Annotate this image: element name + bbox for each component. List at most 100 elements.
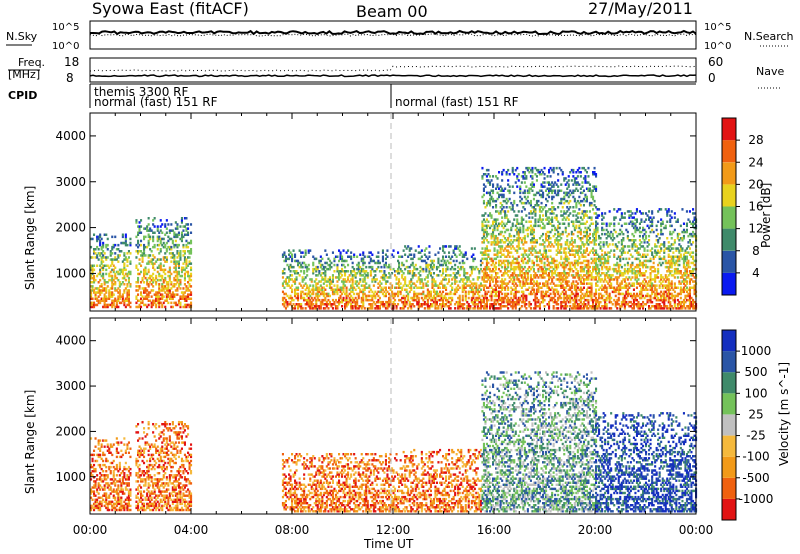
echo-cell [454,245,457,248]
echo-cell [508,206,511,209]
echo-cell [359,253,362,256]
echo-cell [576,307,579,310]
echo-cell [511,206,514,209]
echo-cell [523,241,526,244]
echo-cell [505,249,508,252]
echo-cell [303,292,306,296]
echo-cell [179,254,182,257]
echo-cell [190,291,193,294]
echo-cell [504,212,507,215]
echo-cell [316,286,319,289]
echo-cell [495,303,498,306]
echo-cell [115,258,118,261]
echo-cell [567,245,570,248]
echo-cell [153,231,156,234]
echo-cell [595,292,598,296]
echo-cell [540,292,543,296]
echo-cell [288,278,291,281]
echo-cell [587,303,590,306]
echo-cell [386,276,389,279]
echo-cell [96,299,99,302]
echo-cell [513,257,516,261]
echo-cell [176,233,179,236]
echo-cell [531,288,534,291]
echo-cell [118,281,121,284]
echo-cell [182,266,185,269]
echo-cell [573,210,576,213]
echo-cell [120,270,123,274]
echo-cell [599,292,602,296]
echo-cell [155,291,158,294]
echo-cell [531,237,534,240]
echo-cell [595,288,598,291]
echo-cell [561,218,564,221]
echo-cell [607,270,610,273]
echo-cell [601,305,604,308]
nsky-tick-right-top: 10^5 [704,22,731,33]
echo-cell [532,241,535,244]
echo-cell [167,287,170,290]
echo-cell [108,274,111,278]
echo-cell [109,278,112,282]
echo-cell [345,300,348,304]
echo-cell [143,245,146,249]
echo-cell [622,247,625,250]
echo-cell [504,278,507,281]
echo-cell [284,257,287,261]
echo-cell [564,292,567,296]
echo-cell [496,255,499,258]
echo-cell [537,286,540,289]
echo-cell [162,237,165,241]
echo-cell [501,282,504,285]
echo-cell [156,239,159,243]
echo-cell [528,201,531,205]
echo-cell [587,239,590,242]
echo-cell [614,276,617,279]
echo-cell [566,272,569,275]
echo-cell [348,300,351,304]
echo-cell [159,274,162,278]
echo-cell [557,241,560,244]
echo-cell [542,171,545,174]
echo-cell [496,300,499,304]
echo-cell [469,290,472,294]
echo-cell [94,291,97,294]
echo-cell [156,237,159,241]
echo-cell [549,189,552,192]
echo-cell [149,274,152,278]
echo-cell [499,239,502,242]
echo-cell [371,305,374,308]
echo-cell [158,299,161,302]
echo-cell [411,303,414,306]
echo-cell [174,301,177,305]
echo-cell [362,288,365,291]
echo-cell [455,245,458,248]
echo-cell [493,303,496,306]
echo-cell [469,286,472,289]
echo-cell [140,219,143,222]
echo-cell [383,290,386,294]
echo-cell [324,249,327,252]
echo-cell [619,282,622,285]
echo-cell [428,296,431,300]
echo-cell [144,289,147,292]
echo-cell [152,266,155,269]
echo-cell [613,270,616,273]
echo-cell [540,173,543,176]
echo-cell [487,261,490,265]
echo-cell [149,235,152,239]
echo-cell [170,297,173,300]
echo-cell [582,305,585,308]
echo-cell [103,256,106,259]
echo-cell [593,294,596,298]
echo-cell [463,261,466,265]
echo-cell [185,262,188,265]
echo-cell [523,274,526,277]
echo-cell [152,285,155,288]
echo-cell [140,239,143,243]
echo-cell [377,300,380,304]
echo-cell [461,278,464,281]
echo-cell [622,249,625,252]
echo-cell [359,265,362,269]
echo-cell [394,286,397,289]
